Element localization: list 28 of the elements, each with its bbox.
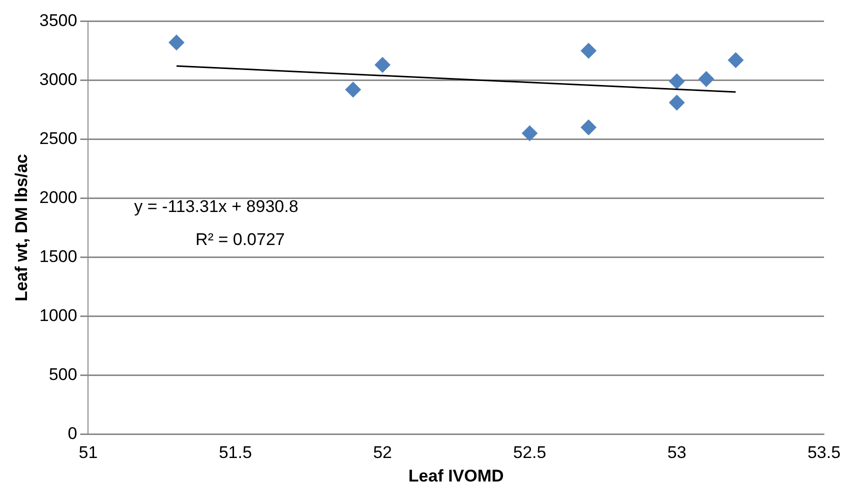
y-axis-title: Leaf wt, DM lbs/ac xyxy=(12,154,31,302)
x-axis-title: Leaf IVOMD xyxy=(408,466,504,486)
point xyxy=(522,125,538,142)
y-tick-label: 1500 xyxy=(39,246,78,266)
y-tick-label: 2000 xyxy=(39,188,78,207)
y-tick-label: 1000 xyxy=(39,306,78,325)
point xyxy=(580,42,597,59)
point xyxy=(345,82,362,98)
point xyxy=(698,71,714,88)
y-tick-label: 2500 xyxy=(39,128,78,148)
point xyxy=(728,52,744,68)
y-tick-label: 500 xyxy=(48,364,78,384)
point xyxy=(668,73,685,90)
y-tick-label: 3000 xyxy=(39,70,78,89)
x-tick-label: 52 xyxy=(373,443,392,462)
annotation: R² = 0.0727 xyxy=(196,230,285,249)
annotation: y = -113.31x + 8930.8 xyxy=(134,196,298,216)
point xyxy=(668,94,685,111)
point xyxy=(374,56,391,73)
point xyxy=(580,119,597,136)
x-tick-label: 53.5 xyxy=(807,443,841,462)
y-tick-label: 0 xyxy=(68,424,78,443)
x-tick-label: 51 xyxy=(78,443,98,462)
x-tick-label: 52.5 xyxy=(513,443,546,462)
point xyxy=(168,34,185,50)
y-tick-label: 3500 xyxy=(39,10,78,30)
x-tick-label: 53 xyxy=(667,443,686,462)
x-tick-label: 51.5 xyxy=(218,443,252,462)
